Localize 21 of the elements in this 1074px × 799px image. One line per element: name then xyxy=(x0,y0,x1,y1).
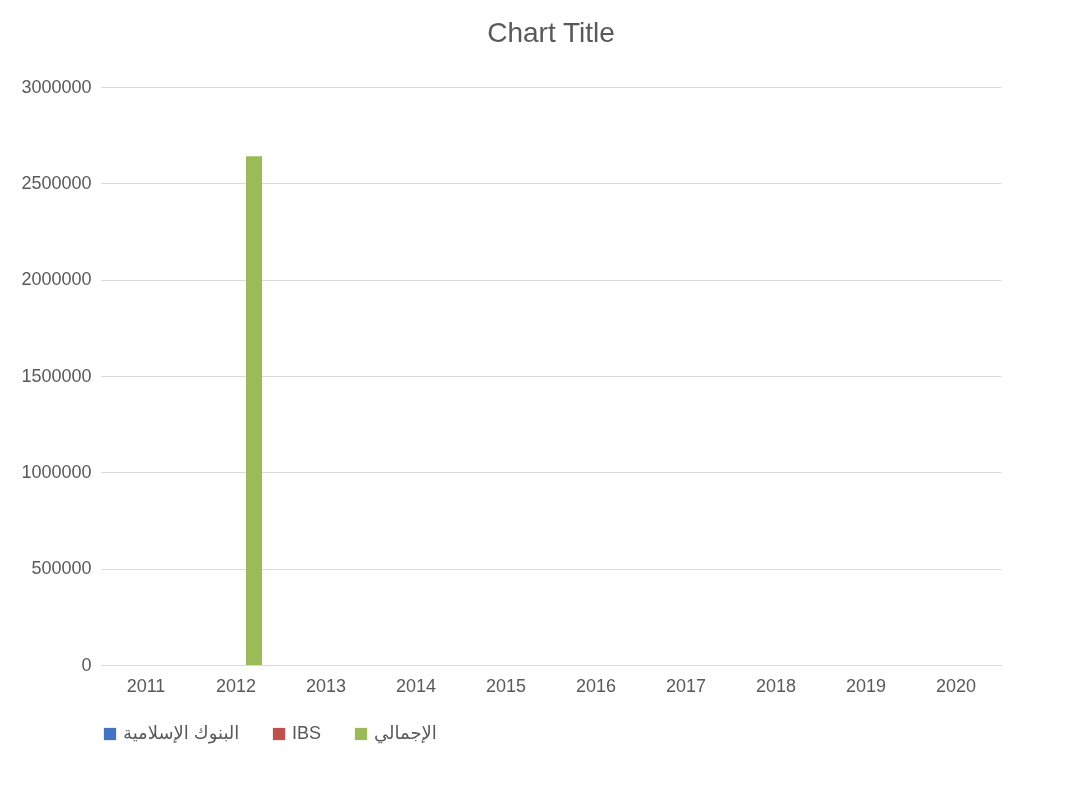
y-tick-label: 2500000 xyxy=(21,172,92,193)
x-tick-label: 2017 xyxy=(665,675,707,696)
legend-label: البنوك الإسلامية xyxy=(123,723,240,744)
x-tick-label: 2015 xyxy=(485,675,527,696)
y-tick-label: 1500000 xyxy=(21,365,92,386)
x-tick-label: 2011 xyxy=(126,675,166,696)
x-tick-label: 2016 xyxy=(575,675,617,696)
y-tick-label: 3000000 xyxy=(21,76,92,97)
y-tick-label: 500000 xyxy=(31,558,92,579)
x-tick-label: 2013 xyxy=(305,675,347,696)
chart-title: Chart Title xyxy=(487,17,615,48)
x-tick-label: 2012 xyxy=(215,675,257,696)
y-tick-label: 0 xyxy=(81,654,92,675)
x-tick-label: 2019 xyxy=(845,675,887,696)
y-tick-label: 2000000 xyxy=(21,269,92,290)
legend-label: IBS xyxy=(292,723,322,743)
y-tick-label: 1000000 xyxy=(21,461,92,482)
x-tick-label: 2018 xyxy=(755,675,797,696)
legend-label: الإجمالي xyxy=(374,723,437,744)
x-tick-label: 2014 xyxy=(395,675,437,696)
x-tick-label: 2020 xyxy=(935,675,977,696)
